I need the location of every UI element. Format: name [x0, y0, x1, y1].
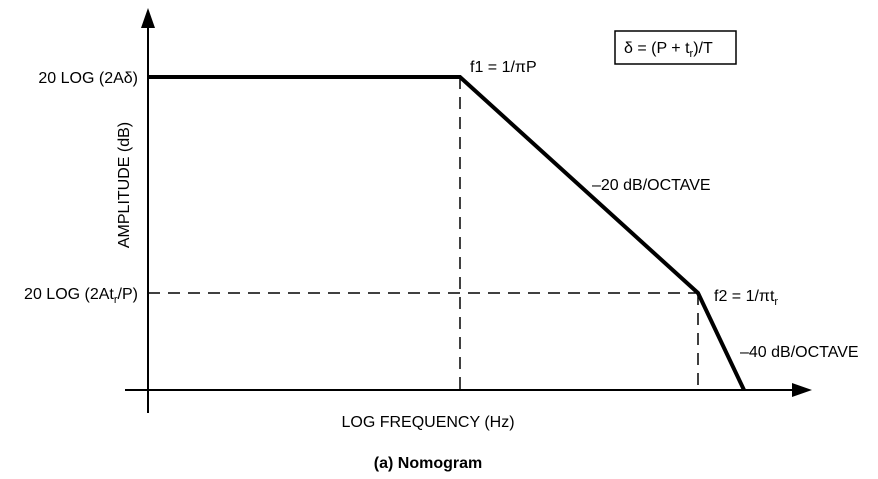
formula-box	[614, 30, 737, 65]
level-low-label: 20 LOG (2Atr/P)	[24, 286, 138, 306]
y-axis-arrow	[141, 8, 155, 28]
level-high-label: 20 LOG (2Aδ)	[38, 70, 138, 87]
f1-label: f1 = 1/πP	[470, 59, 537, 76]
y-axis-label: AMPLITUDE (dB)	[116, 122, 133, 248]
x-axis-label: LOG FREQUENCY (Hz)	[341, 414, 514, 431]
response-curve	[148, 75, 746, 391]
caption: (a) Nomogram	[374, 455, 482, 472]
slope1-label: –20 dB/OCTAVE	[592, 177, 711, 194]
slope2-label: –40 dB/OCTAVE	[740, 344, 859, 361]
formula-text: δ = (P + tr)/T	[624, 40, 713, 60]
f2-label: f2 = 1/πtr	[714, 288, 778, 308]
x-axis-arrow	[792, 383, 812, 397]
